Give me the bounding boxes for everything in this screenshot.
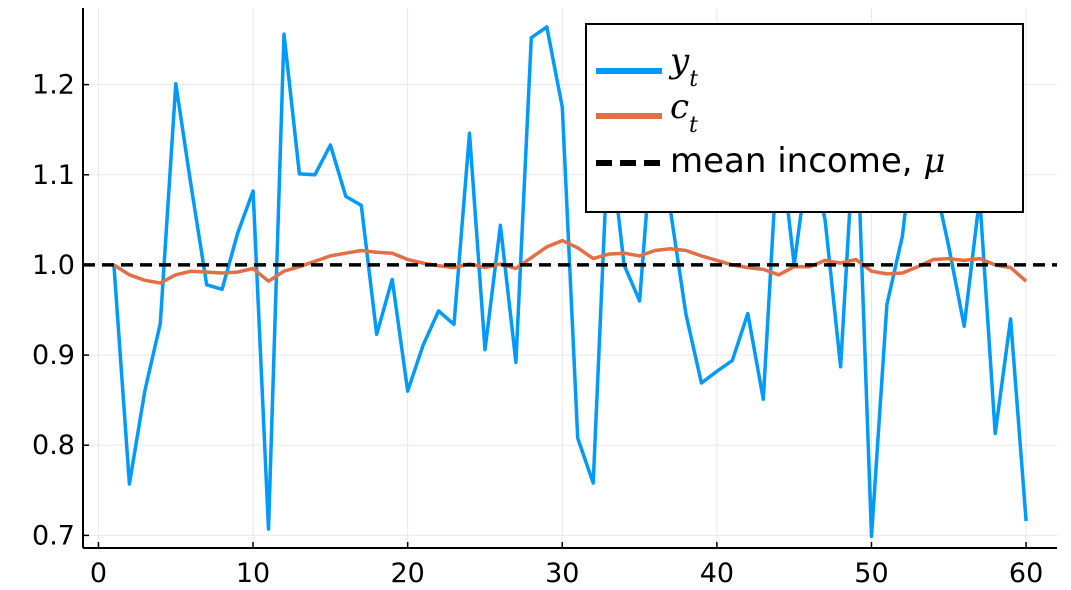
y-tick-label: 0.9	[32, 340, 75, 371]
x-tick-label: 20	[390, 558, 424, 589]
legend-label-c: ct	[670, 87, 698, 138]
legend-label-mean: mean income, μ	[670, 141, 945, 181]
x-tick-label: 0	[90, 558, 107, 589]
tick-labels: 0 10 20 30 40 50 60 0.7 0.8 0.9 1.0 1.1 1.2	[32, 70, 1043, 589]
y-tick-label: 1.2	[32, 70, 75, 101]
legend: yt ct mean income, μ	[585, 23, 1024, 213]
series	[83, 25, 1057, 539]
series-line-c	[112, 238, 1028, 285]
x-tick-label: 40	[700, 558, 734, 589]
series-line-y	[112, 25, 1028, 539]
x-tick-label: 50	[854, 558, 888, 589]
y-tick-label: 1.1	[32, 160, 75, 191]
x-tick-label: 30	[545, 558, 579, 589]
x-tick-label: 60	[1009, 558, 1043, 589]
legend-label-y: yt	[668, 41, 698, 92]
x-tick-label: 10	[236, 558, 270, 589]
axes	[82, 8, 1057, 549]
y-tick-label: 0.8	[32, 430, 75, 461]
y-tick-label: 1.0	[32, 250, 75, 281]
y-tick-label: 0.7	[32, 520, 75, 551]
